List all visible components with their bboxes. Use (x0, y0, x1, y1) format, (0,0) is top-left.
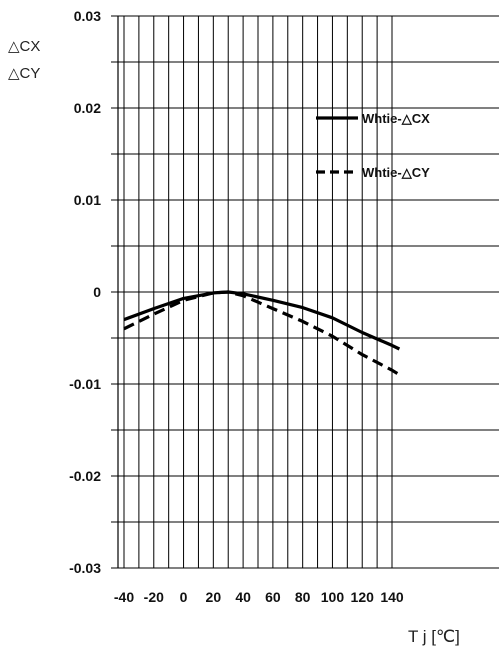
x-tick-label: 60 (265, 589, 281, 605)
series-line-1 (123, 290, 401, 351)
x-tick-label: -40 (114, 589, 134, 605)
x-tick-label: 100 (321, 589, 345, 605)
x-tick-label: 140 (380, 589, 404, 605)
y-tick-label: -0.03 (69, 560, 101, 576)
grid-lines (111, 15, 499, 569)
y-tick-labels: 0.03 0.02 0.01 0 -0.01 -0.02 -0.03 (69, 8, 101, 576)
y-tick-label: 0 (93, 284, 101, 300)
y-tick-label: 0.02 (74, 100, 101, 116)
y-axis-label-cx: △CX (8, 38, 41, 55)
x-tick-label: 40 (235, 589, 251, 605)
x-tick-labels: -40 -20 0 20 40 60 80 100 120 140 (114, 589, 404, 605)
legend-label-2: Whtie-△CY (362, 165, 430, 180)
x-tick-label: 80 (295, 589, 311, 605)
x-tick-label: 20 (206, 589, 222, 605)
y-axis-label-cy: △CY (8, 65, 41, 82)
legend: Whtie-△CX Whtie-△CY (316, 111, 430, 180)
x-tick-label: 120 (351, 589, 375, 605)
x-tick-label: 0 (180, 589, 188, 605)
x-tick-label: -20 (144, 589, 164, 605)
legend-label-1: Whtie-△CX (362, 111, 430, 126)
series-lines (123, 290, 401, 377)
y-tick-label: 0.01 (74, 192, 101, 208)
y-tick-label: -0.01 (69, 376, 101, 392)
series-line-2 (123, 290, 401, 377)
y-tick-label: 0.03 (74, 8, 101, 24)
y-tick-label: -0.02 (69, 468, 101, 484)
x-axis-title: T j [℃] (408, 627, 460, 646)
